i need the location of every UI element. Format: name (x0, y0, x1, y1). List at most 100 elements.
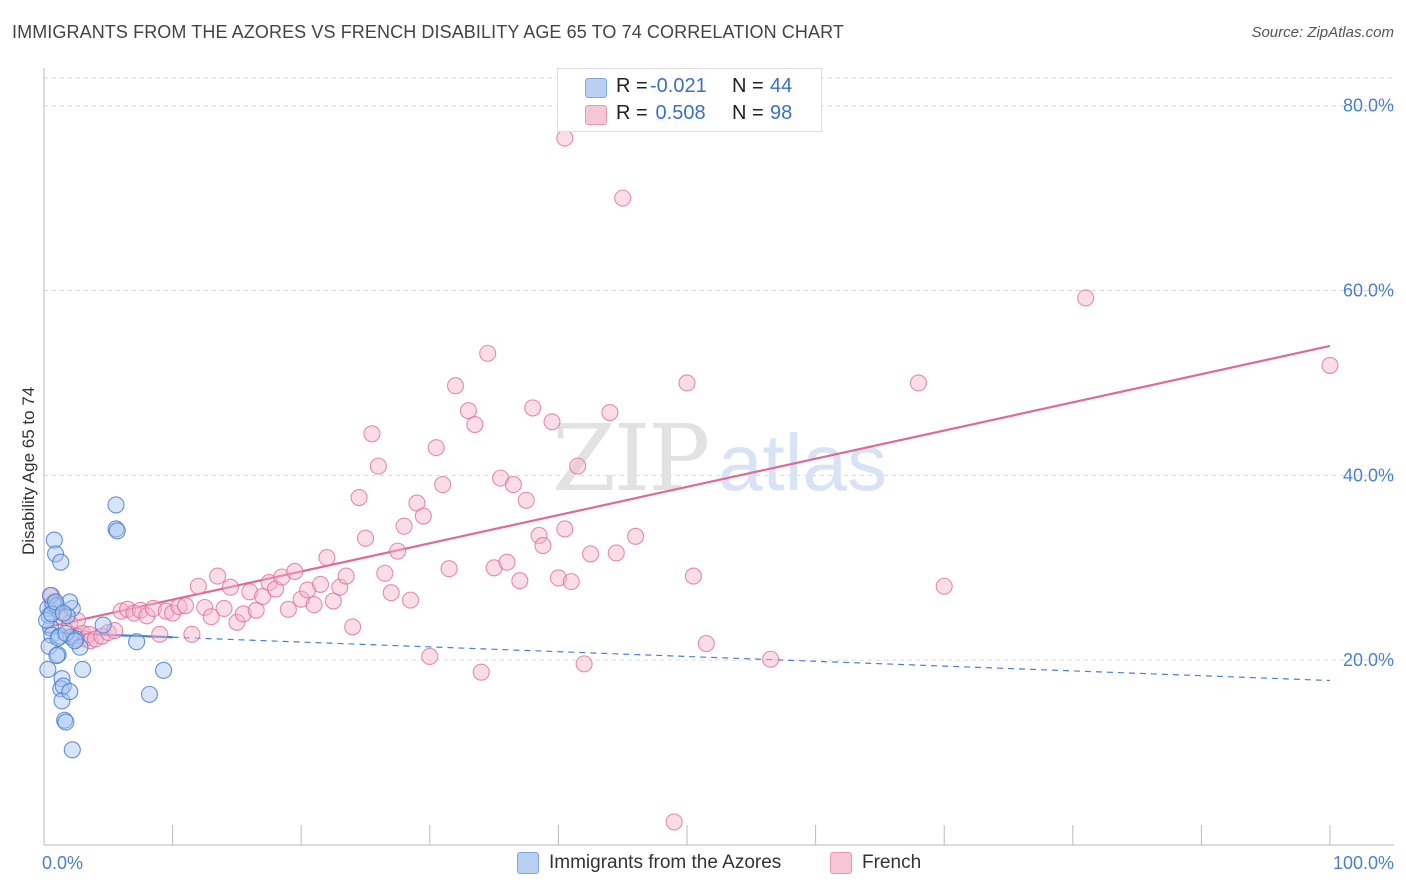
point-french (221, 578, 240, 596)
bottom-legend-label: French (862, 852, 922, 873)
point-french (530, 526, 548, 544)
point-french (601, 403, 619, 422)
point-french (504, 476, 522, 494)
point-french (305, 596, 323, 614)
point-french (459, 402, 477, 420)
tick-labels: 20.0% 40.0% 60.0% 80.0% 0.0% 100.0% (42, 96, 1394, 873)
point-french (627, 527, 645, 545)
point-azores (108, 522, 126, 540)
point-french (170, 598, 188, 616)
point-azores (128, 633, 146, 651)
point-azores (48, 647, 66, 665)
point-french (202, 608, 220, 626)
point-french (1321, 356, 1339, 374)
y-tick-label: 80.0% (1343, 96, 1394, 116)
legend-r-label: R = (616, 75, 648, 97)
trend-line-azores-dashed (172, 636, 1331, 682)
point-azores (74, 660, 92, 678)
grid-lines (44, 77, 1394, 661)
y-axis-label: Disability Age 65 to 74 (19, 387, 38, 555)
point-azores (54, 604, 72, 622)
point-azores (63, 741, 81, 759)
point-azores (94, 616, 112, 634)
point-french (273, 568, 291, 586)
point-french (356, 529, 375, 547)
point-french (279, 600, 297, 618)
point-french (556, 129, 574, 147)
point-french (299, 581, 317, 599)
point-french (318, 549, 336, 567)
point-french (479, 344, 497, 362)
source-label: Source: ZipAtlas.com (1251, 24, 1394, 41)
point-french (414, 507, 432, 525)
point-french (575, 655, 593, 673)
point-french (684, 567, 702, 585)
point-azores (107, 496, 125, 514)
point-french (292, 590, 310, 608)
point-french (369, 457, 387, 475)
point-french (260, 574, 278, 592)
point-azores (61, 683, 79, 701)
point-french (311, 575, 330, 593)
point-french (286, 562, 304, 581)
point-french (344, 618, 362, 636)
point-french (485, 559, 503, 577)
legend-n-label: N = (732, 102, 764, 124)
point-french (376, 564, 394, 582)
point-azores (155, 661, 173, 679)
correlation-legend: R = -0.021 N = 44 R = 0.508 N = 98 (557, 68, 822, 132)
point-french (234, 605, 252, 623)
legend-n-label: N = (732, 75, 764, 97)
point-french (196, 598, 214, 617)
point-french (350, 488, 368, 507)
watermark: ZIP atlas (552, 405, 887, 512)
point-french (556, 520, 574, 538)
point-azores (45, 531, 63, 549)
point-french (176, 597, 195, 615)
point-french (209, 567, 227, 585)
point-french (324, 592, 342, 610)
point-french (241, 583, 259, 601)
point-french (254, 587, 272, 605)
point-azores (49, 646, 67, 664)
point-french (157, 602, 175, 620)
chart-title: IMMIGRANTS FROM THE AZORES VS FRENCH DIS… (12, 22, 844, 42)
y-tick-label: 40.0% (1343, 465, 1394, 485)
point-french (440, 560, 458, 578)
point-french (549, 569, 567, 587)
point-french (498, 553, 516, 571)
point-french (511, 572, 529, 590)
point-french (517, 491, 535, 509)
trend-line-french (43, 344, 1331, 629)
point-french (189, 577, 207, 595)
point-azores (57, 713, 75, 731)
point-french (472, 663, 490, 681)
point-french (665, 813, 683, 831)
legend-r-value: -0.021 (650, 75, 707, 97)
point-french (466, 415, 484, 434)
x-tick-label: 0.0% (42, 853, 83, 873)
point-french (697, 634, 715, 653)
point-french (614, 189, 632, 207)
point-french (144, 599, 162, 617)
point-french (1077, 289, 1095, 307)
point-french (446, 377, 465, 395)
point-french (151, 625, 169, 643)
legend-r-value: 0.508 (650, 102, 706, 124)
point-french (607, 544, 625, 562)
bottom-swatch-blue (517, 852, 539, 874)
point-french (534, 537, 552, 555)
point-french (421, 647, 439, 666)
point-french (581, 545, 600, 563)
y-tick-label: 20.0% (1343, 650, 1394, 670)
bottom-legend-label: Immigrants from the Azores (549, 852, 782, 873)
point-french (183, 625, 201, 643)
point-azores (52, 553, 70, 571)
legend-n-value: 98 (770, 102, 793, 124)
point-azores (47, 545, 65, 563)
point-french (395, 517, 413, 535)
point-french (401, 591, 420, 609)
point-azores (66, 632, 84, 650)
point-french (762, 650, 780, 668)
